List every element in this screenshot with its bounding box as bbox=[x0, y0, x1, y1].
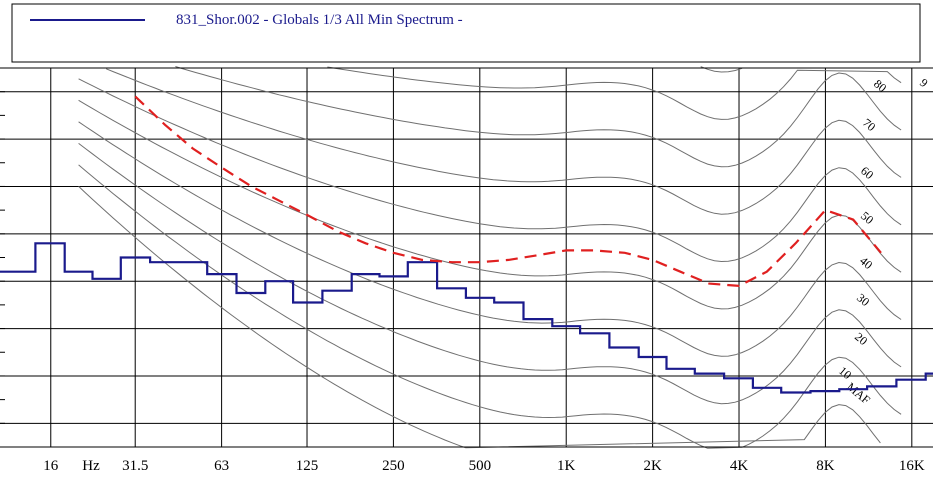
x-tick-label: 125 bbox=[296, 458, 319, 474]
x-tick-label: 16K bbox=[899, 458, 925, 474]
equal-loudness-contours bbox=[78, 66, 902, 449]
series-layer bbox=[0, 95, 933, 394]
x-unit-label: Hz bbox=[82, 458, 100, 474]
contour-curve bbox=[700, 66, 743, 73]
contour-curve bbox=[78, 121, 902, 357]
x-tick-label: 31.5 bbox=[122, 458, 148, 474]
x-axis: 16 31.5 63 125 250 500 1K 2K 4K 8K 16K Hz bbox=[43, 458, 925, 474]
contour-curve bbox=[78, 164, 902, 449]
x-tick-label: 63 bbox=[214, 458, 229, 474]
x-tick-label: 500 bbox=[469, 458, 492, 474]
series-min-spectrum-line bbox=[0, 242, 933, 394]
x-tick-label: 8K bbox=[816, 458, 835, 474]
series-dashed-reference-line bbox=[134, 95, 882, 288]
plot-area bbox=[0, 68, 933, 448]
contour-curve bbox=[106, 68, 902, 215]
x-tick-label: 1K bbox=[557, 458, 576, 474]
x-tick-label: 4K bbox=[730, 458, 749, 474]
contour-curve bbox=[78, 99, 902, 310]
legend-box bbox=[11, 3, 921, 63]
contour-curve bbox=[327, 66, 902, 120]
contour-curve bbox=[175, 66, 902, 168]
x-tick-label: 250 bbox=[382, 458, 405, 474]
legend-label: 831_Shor.002 - Globals 1/3 All Min Spect… bbox=[176, 12, 463, 28]
contour-curve bbox=[78, 78, 902, 263]
contour-curve bbox=[78, 186, 881, 449]
x-tick-label: 2K bbox=[643, 458, 662, 474]
x-tick-label: 16 bbox=[43, 458, 59, 474]
